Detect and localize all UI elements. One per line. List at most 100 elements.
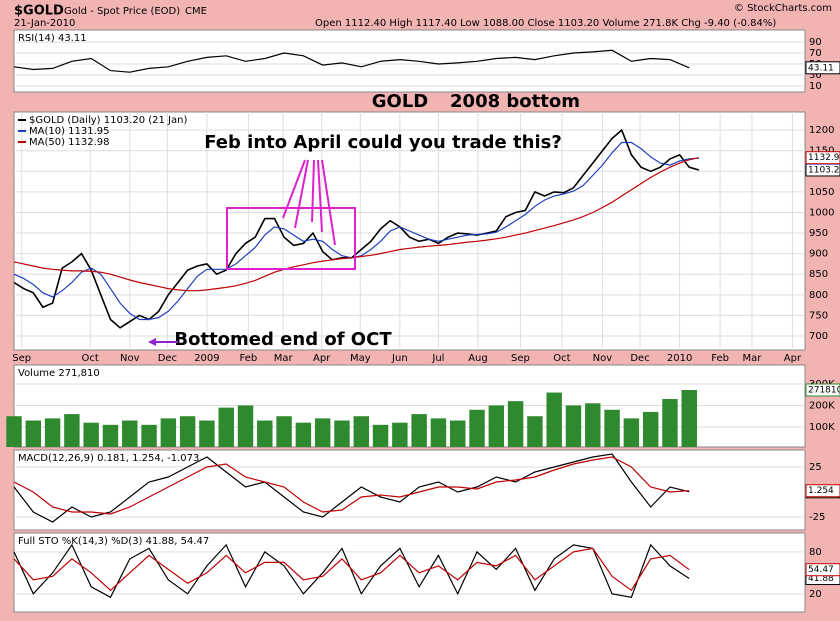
line-series: [13, 547, 690, 592]
x-tick-label: Oct: [82, 353, 99, 364]
bar: [565, 405, 582, 447]
y-tick-label: 10: [809, 81, 822, 92]
legend-entry: MA(10) 1131.95: [29, 126, 110, 137]
date: 21-Jan-2010: [14, 18, 75, 29]
y-tick-label: 1150: [809, 146, 834, 157]
bar: [276, 416, 292, 447]
bar: [237, 405, 254, 447]
bar: [662, 399, 678, 447]
last-value-box: [805, 484, 840, 498]
exchange: CME: [185, 6, 207, 17]
x-tick-label: Sep: [511, 353, 530, 364]
y-tick-label: 800: [809, 290, 828, 301]
x-tick-label: Mar: [274, 353, 294, 364]
y-tick-label: 1200: [809, 125, 834, 136]
y-tick-label: 850: [809, 269, 828, 280]
bar: [507, 401, 524, 447]
y-tick-label: 70: [809, 48, 822, 59]
last-value-box: [805, 383, 840, 397]
x-tick-label: Jul: [431, 353, 444, 364]
bar: [25, 420, 42, 447]
y-tick-label: 700: [809, 331, 828, 342]
line-series: [13, 49, 690, 73]
legend-entry: MA(50) 1132.98: [29, 137, 110, 148]
bar: [450, 420, 466, 447]
last-value-label: 1.254: [808, 486, 834, 496]
x-tick-label: 2009: [194, 353, 219, 364]
legend-entry: $GOLD (Daily) 1103.20 (21 Jan): [29, 115, 187, 126]
bar: [160, 418, 177, 447]
line-series: [13, 543, 690, 599]
x-tick-label: Oct: [553, 353, 570, 364]
x-tick-label: Feb: [711, 353, 729, 364]
y-tick-label: 25: [809, 462, 822, 473]
line-series: [13, 453, 690, 523]
annotation: 2008 bottom: [450, 91, 580, 112]
x-tick-label: Mar: [743, 353, 763, 364]
y-tick-label: 20: [809, 589, 822, 600]
last-value-label: 41.88: [808, 574, 834, 584]
line-series: [13, 157, 700, 292]
panel-title: Full STO %K(14,3) %D(3) 41.88, 54.47: [18, 536, 209, 547]
bar: [295, 422, 312, 447]
bar: [64, 414, 80, 447]
bar: [681, 390, 697, 447]
bar: [141, 424, 157, 447]
x-tick-label: Dec: [158, 353, 177, 364]
x-tick-label: Nov: [593, 353, 613, 364]
bar: [623, 418, 640, 447]
y-tick-label: 100K: [809, 422, 835, 433]
x-tick-label: Jun: [391, 353, 408, 364]
bar: [44, 418, 61, 447]
quote: Open 1112.40 High 1117.40 Low 1088.00 Cl…: [315, 18, 776, 29]
bar: [6, 416, 22, 447]
last-value-label: 271810: [808, 386, 840, 396]
annotation: Bottomed end of OCT: [174, 329, 392, 350]
bar: [546, 392, 562, 447]
panel-title: MACD(12,26,9) 0.181, 1.254, -1.073: [18, 453, 199, 464]
x-tick-label: Feb: [240, 353, 258, 364]
bar: [218, 407, 234, 447]
annotation-box: [148, 159, 356, 346]
last-value-box: [805, 563, 840, 577]
bar: [527, 416, 543, 447]
x-tick-label: Apr: [313, 353, 331, 364]
bar: [179, 416, 196, 447]
bar: [83, 422, 99, 447]
x-tick-label: May: [350, 353, 371, 364]
source: © StockCharts.com: [734, 3, 832, 14]
y-tick-label: -25: [809, 512, 825, 523]
bar: [353, 416, 369, 447]
panel-title: RSI(14) 43.11: [18, 33, 87, 44]
bar: [411, 414, 427, 447]
x-tick-label: Nov: [120, 353, 140, 364]
bar: [642, 411, 659, 447]
bar: [102, 424, 119, 447]
bar: [314, 418, 331, 447]
bar: [372, 424, 389, 447]
line-series: [13, 456, 690, 515]
y-tick-label: 750: [809, 310, 828, 321]
last-value-box: [805, 151, 840, 165]
x-tick-label: Aug: [468, 353, 488, 364]
annotation: Feb into April could you trade this?: [204, 132, 562, 153]
y-tick-label: 200K: [809, 400, 835, 411]
bar: [604, 409, 620, 447]
symbol: $GOLD: [14, 4, 64, 19]
bar: [430, 418, 447, 447]
y-tick-label: 900: [809, 249, 828, 260]
bar: [199, 420, 215, 447]
panel: [13, 532, 806, 613]
x-tick-label: Dec: [630, 353, 649, 364]
last-value-label: 54.47: [808, 565, 834, 575]
bar: [585, 403, 601, 447]
y-tick-label: 90: [809, 37, 822, 48]
bar: [392, 422, 408, 447]
bar: [334, 420, 350, 447]
x-tick-label: Apr: [784, 353, 802, 364]
bar: [488, 405, 505, 447]
instrument-name: Gold - Spot Price (EOD): [64, 6, 180, 17]
y-tick-label: 80: [809, 547, 822, 558]
y-tick-label: 30: [809, 70, 822, 81]
last-value-label: 1132.98: [808, 153, 840, 163]
